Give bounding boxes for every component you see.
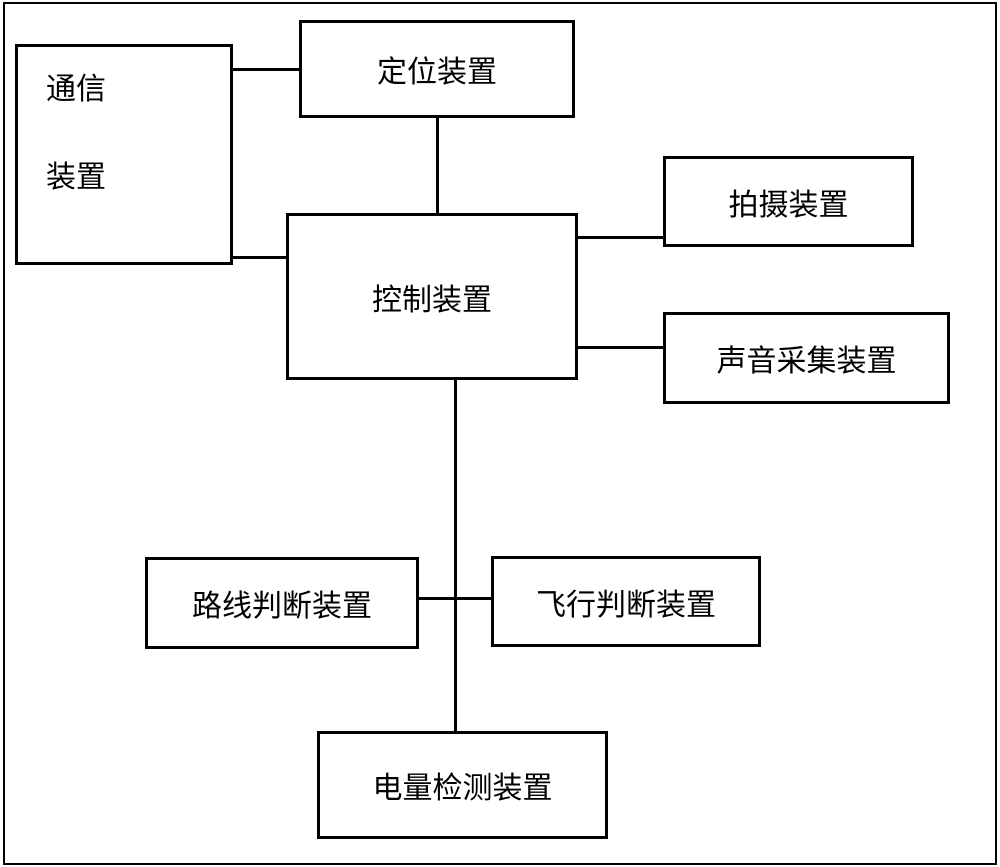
node-communication-label2: 装置 xyxy=(46,163,202,193)
edge-route-trunk xyxy=(419,597,455,600)
node-communication: 通信 装置 xyxy=(15,44,233,265)
node-positioning: 定位装置 xyxy=(299,20,575,118)
node-camera: 拍摄装置 xyxy=(663,156,914,247)
edge-positioning-control xyxy=(436,118,439,213)
node-battery: 电量检测装置 xyxy=(317,731,608,839)
edge-comm-control xyxy=(233,256,286,259)
node-route: 路线判断装置 xyxy=(145,557,419,649)
edge-control-camera xyxy=(578,236,663,239)
node-route-label: 路线判断装置 xyxy=(192,581,372,625)
node-sound-label: 声音采集装置 xyxy=(717,336,897,380)
edge-comm-positioning xyxy=(233,68,299,71)
edge-flight-trunk xyxy=(457,597,491,600)
node-sound: 声音采集装置 xyxy=(663,312,950,404)
edge-control-sound xyxy=(578,346,663,349)
node-flight-label: 飞行判断装置 xyxy=(536,580,716,624)
node-flight: 飞行判断装置 xyxy=(491,556,761,647)
node-communication-label1: 通信 xyxy=(46,75,202,105)
node-battery-label: 电量检测装置 xyxy=(373,763,553,807)
node-camera-label: 拍摄装置 xyxy=(729,180,849,224)
node-positioning-label: 定位装置 xyxy=(377,47,497,91)
edge-control-down xyxy=(454,380,457,731)
node-control-label: 控制装置 xyxy=(372,275,492,319)
node-control: 控制装置 xyxy=(286,213,578,380)
